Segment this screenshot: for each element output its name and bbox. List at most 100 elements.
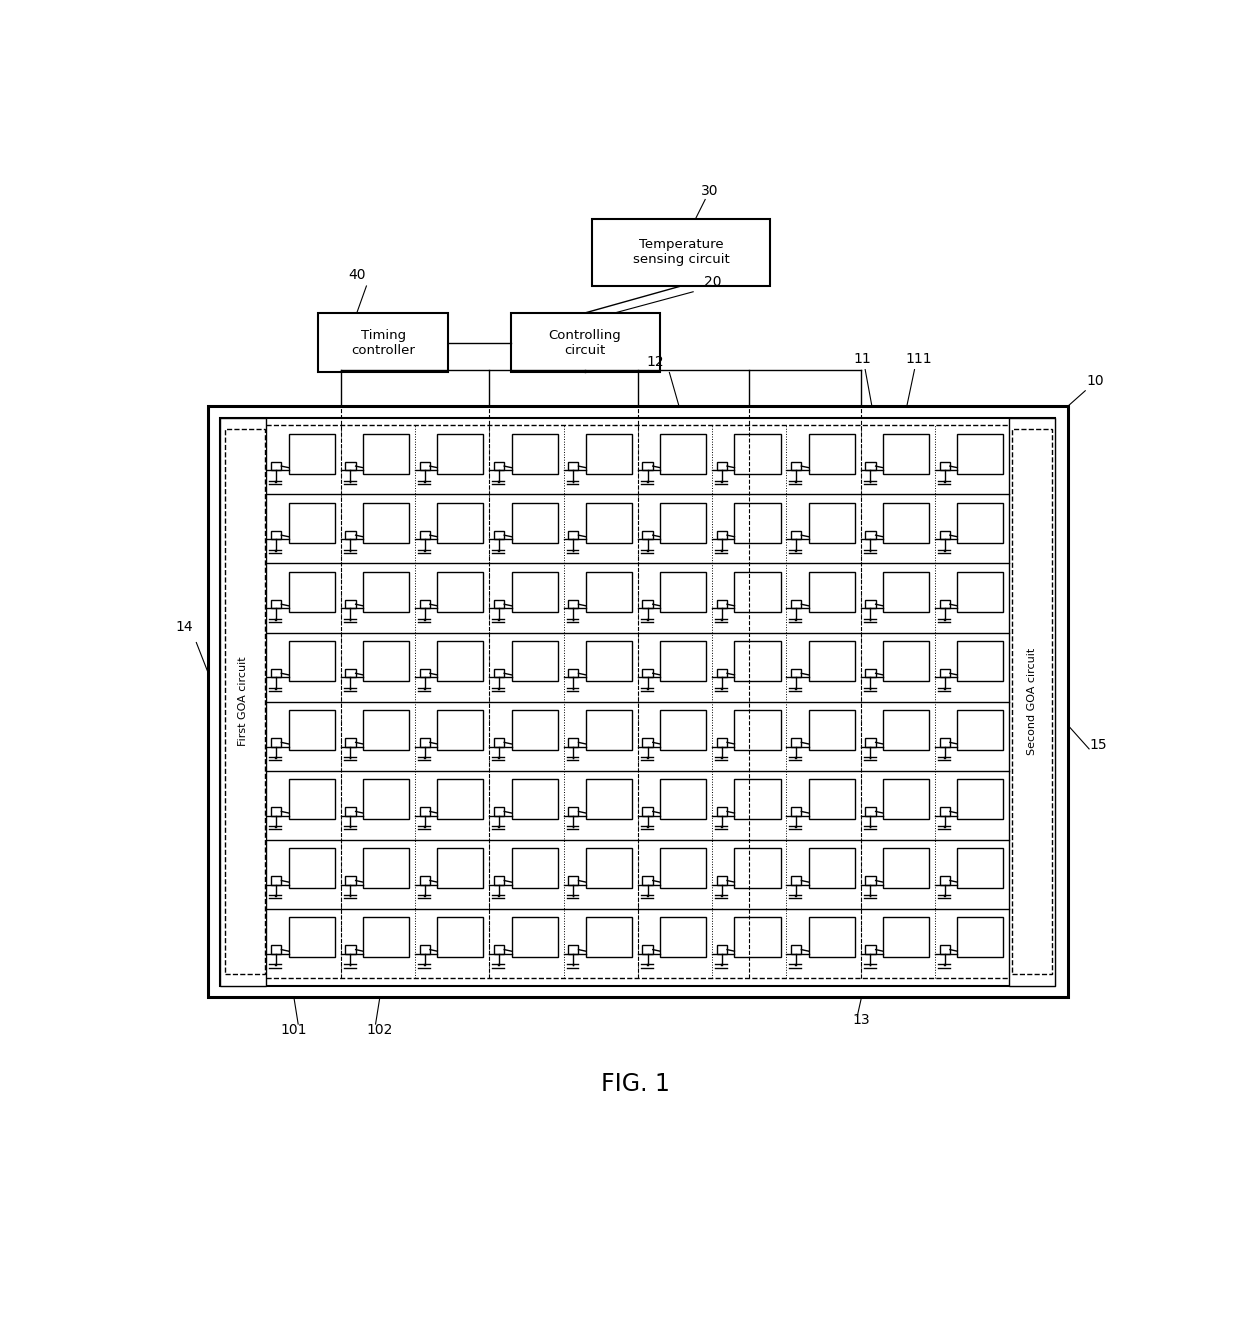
Bar [717, 670, 727, 677]
Bar [1012, 430, 1052, 974]
Bar [512, 572, 558, 612]
Bar [226, 430, 264, 974]
Bar [808, 572, 854, 612]
Bar [734, 434, 780, 473]
Bar [363, 434, 409, 473]
Bar [883, 917, 929, 957]
Bar [270, 808, 281, 816]
Bar [289, 641, 335, 681]
Bar [808, 917, 854, 957]
Bar [419, 600, 430, 609]
Bar [512, 917, 558, 957]
Bar [345, 670, 356, 677]
Bar [289, 779, 335, 818]
Bar [345, 876, 356, 884]
Bar [957, 572, 1003, 612]
Bar [494, 945, 505, 954]
Bar [808, 434, 854, 473]
Bar [438, 847, 484, 888]
Bar [587, 847, 632, 888]
Bar [883, 710, 929, 750]
Bar [791, 461, 801, 471]
Bar [208, 406, 1068, 998]
Bar [940, 600, 950, 609]
Bar [270, 531, 281, 539]
Bar [568, 738, 579, 746]
Bar [957, 434, 1003, 473]
Bar [642, 876, 652, 884]
Bar [791, 531, 801, 539]
Bar [221, 418, 267, 986]
Bar [791, 670, 801, 677]
Bar [345, 600, 356, 609]
Bar [642, 945, 652, 954]
Bar [363, 779, 409, 818]
Bar [270, 738, 281, 746]
Text: 111: 111 [905, 352, 931, 366]
Bar [289, 917, 335, 957]
Bar [717, 461, 727, 471]
Bar [957, 779, 1003, 818]
Bar [1009, 418, 1055, 986]
Bar [419, 738, 430, 746]
Bar [660, 917, 707, 957]
Bar [791, 876, 801, 884]
Bar [289, 710, 335, 750]
Bar [419, 808, 430, 816]
Bar [587, 779, 632, 818]
Bar [494, 670, 505, 677]
Bar [866, 670, 875, 677]
Bar [494, 876, 505, 884]
Text: 102: 102 [367, 1023, 393, 1037]
Bar [808, 641, 854, 681]
Bar [363, 847, 409, 888]
Bar [289, 502, 335, 543]
Text: Timing
controller: Timing controller [351, 328, 415, 357]
Bar [270, 876, 281, 884]
Bar [438, 572, 484, 612]
Bar [419, 461, 430, 471]
Bar [642, 531, 652, 539]
Bar [270, 945, 281, 954]
Bar [717, 945, 727, 954]
Bar [363, 572, 409, 612]
Bar [642, 738, 652, 746]
Bar [512, 434, 558, 473]
Text: 13: 13 [853, 1014, 870, 1027]
Bar [494, 531, 505, 539]
Bar [438, 502, 484, 543]
Bar [660, 434, 707, 473]
Bar [363, 502, 409, 543]
Bar [940, 945, 950, 954]
Bar [568, 600, 579, 609]
Bar [438, 779, 484, 818]
Text: 10: 10 [1086, 374, 1104, 387]
Bar [734, 779, 780, 818]
Bar [587, 434, 632, 473]
Bar [568, 670, 579, 677]
Bar [512, 847, 558, 888]
Bar [494, 738, 505, 746]
Bar [883, 641, 929, 681]
Bar [419, 945, 430, 954]
Bar [717, 531, 727, 539]
Text: Second GOA circuit: Second GOA circuit [1028, 648, 1038, 755]
Bar [345, 808, 356, 816]
Bar [568, 531, 579, 539]
Bar [791, 808, 801, 816]
Bar [883, 847, 929, 888]
Bar [940, 808, 950, 816]
Bar [363, 917, 409, 957]
Text: First GOA circuit: First GOA circuit [238, 656, 248, 746]
Bar [568, 945, 579, 954]
Bar [883, 434, 929, 473]
Bar [717, 876, 727, 884]
Bar [438, 641, 484, 681]
Bar [587, 641, 632, 681]
Bar [660, 502, 707, 543]
Bar [642, 461, 652, 471]
Bar [289, 434, 335, 473]
Text: FIG. 1: FIG. 1 [601, 1072, 670, 1095]
Bar [791, 945, 801, 954]
Bar [660, 641, 707, 681]
